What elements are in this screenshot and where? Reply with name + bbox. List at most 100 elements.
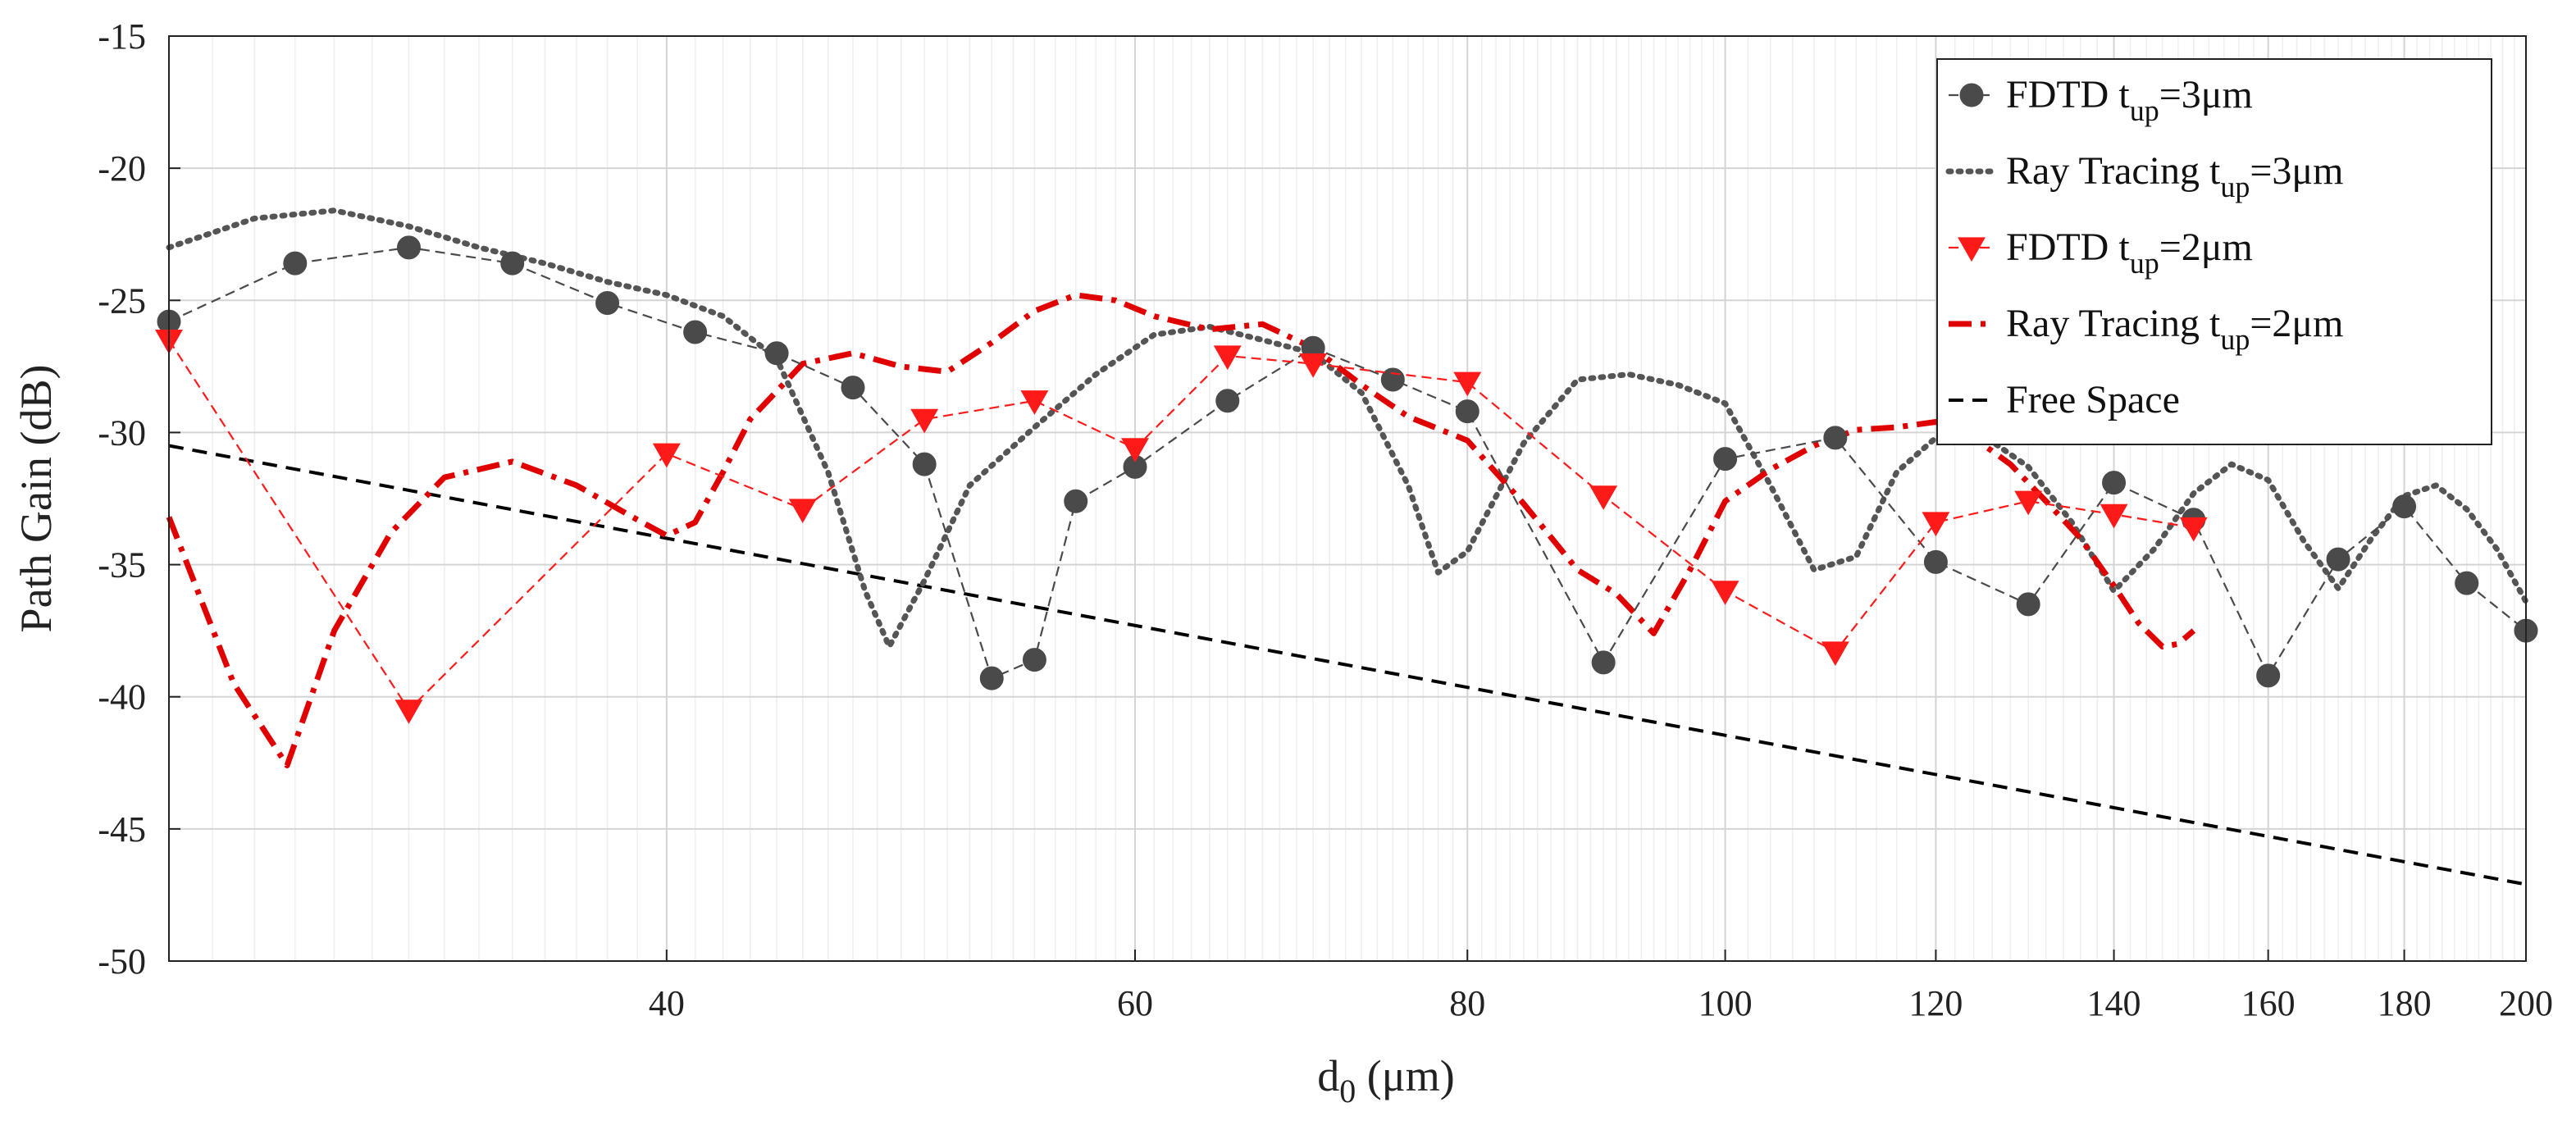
legend-entry-fdtd3: FDTD tup=3μm [1949, 73, 2253, 127]
series-line-free [168, 444, 2527, 886]
legend-label-sub: up [2130, 94, 2159, 127]
data-point-fdtd3 [2392, 494, 2417, 519]
legend-label-main: Ray Tracing t [2006, 149, 2221, 193]
y-tick-label: -45 [98, 809, 146, 850]
x-axis-label-sub: 0 [1339, 1073, 1356, 1109]
data-point-fdtd3 [283, 251, 308, 276]
y-tick-label: -25 [98, 280, 146, 321]
series-line-ray3 [166, 207, 2529, 649]
legend-swatch-marker [1958, 237, 1986, 262]
data-point-fdtd3 [2455, 571, 2479, 595]
series-fdtd2 [155, 330, 2208, 724]
data-point-fdtd3 [841, 376, 865, 400]
plot-frame [168, 35, 2527, 962]
legend-entry-ray3: Ray Tracing tup=3μm [1945, 149, 2344, 203]
legend-label-suffix: =3μm [2159, 73, 2253, 116]
x-tick-label: 200 [2499, 983, 2553, 1023]
x-tick-label: 140 [2087, 983, 2141, 1023]
legend-label: Free Space [2006, 378, 2180, 421]
data-point-fdtd2 [1121, 438, 1149, 462]
data-point-fdtd2 [394, 699, 423, 724]
data-point-fdtd2 [1922, 512, 1950, 537]
legend-label-sub: up [2220, 171, 2250, 203]
legend-swatch-marker [1959, 83, 1984, 107]
data-point-fdtd2 [652, 443, 681, 468]
data-point-fdtd2 [2014, 490, 2043, 516]
series-ray2 [166, 292, 2196, 768]
data-point-fdtd3 [1064, 489, 1088, 513]
data-point-fdtd3 [683, 320, 708, 344]
y-tick-label: -15 [98, 16, 146, 57]
data-point-fdtd3 [1591, 650, 1616, 675]
data-point-fdtd3 [500, 251, 525, 276]
legend-label-sub: up [2220, 323, 2250, 356]
y-tick-label: -35 [98, 545, 146, 585]
legend-label: FDTD tup=3μm [2006, 73, 2253, 127]
data-point-fdtd3 [1923, 549, 1948, 574]
series-line-ray2 [166, 292, 2196, 768]
y-tick-label: -20 [98, 148, 146, 189]
x-tick-label: 80 [1449, 983, 1485, 1023]
data-point-fdtd2 [910, 408, 939, 434]
data-point-fdtd2 [1821, 641, 1849, 667]
x-tick-label: 120 [1908, 983, 1963, 1023]
y-tick-label: -50 [98, 941, 146, 982]
data-point-fdtd2 [1589, 485, 1618, 510]
data-point-fdtd3 [1022, 648, 1046, 672]
x-tick-label: 100 [1698, 983, 1753, 1023]
data-point-fdtd3 [2326, 547, 2350, 572]
y-tick-label: -40 [98, 677, 146, 718]
data-point-fdtd3 [764, 341, 789, 366]
data-point-fdtd2 [1711, 581, 1739, 605]
legend-label-suffix: =2μm [2159, 226, 2253, 269]
legend-label-suffix: =2μm [2250, 302, 2343, 345]
legend-label-main: FDTD t [2006, 73, 2130, 116]
y-tick-label: -30 [98, 412, 146, 453]
x-axis-label: d0 (μm) [1317, 1051, 1454, 1109]
x-tick-label: 160 [2241, 983, 2296, 1023]
legend-label: Ray Tracing tup=2μm [2006, 302, 2344, 356]
data-point-fdtd2 [1299, 353, 1328, 378]
data-point-fdtd3 [1215, 389, 1240, 413]
data-point-fdtd3 [2016, 592, 2040, 617]
x-tick-label: 40 [649, 983, 685, 1023]
data-point-fdtd2 [2100, 503, 2128, 529]
x-tick-label: 60 [1117, 983, 1153, 1023]
series-free [168, 444, 2527, 886]
data-point-fdtd3 [979, 666, 1004, 690]
data-point-fdtd3 [1713, 447, 1738, 472]
data-point-fdtd2 [1453, 371, 1482, 397]
legend-entry-free: Free Space [1949, 378, 2180, 421]
data-point-fdtd2 [788, 499, 817, 523]
legend-box [1936, 58, 2492, 445]
legend-label-main: FDTD t [2006, 226, 2130, 269]
legend-label-suffix: =3μm [2250, 149, 2343, 193]
legend-label: FDTD tup=2μm [2006, 226, 2253, 280]
y-axis-label: Path Gain (dB) [11, 365, 61, 633]
data-point-fdtd2 [2179, 517, 2208, 542]
x-axis-label-main: d [1317, 1051, 1339, 1100]
data-point-fdtd3 [595, 291, 620, 316]
data-point-fdtd3 [1823, 426, 1848, 450]
x-axis-label-unit: (μm) [1356, 1051, 1454, 1100]
data-point-fdtd3 [396, 235, 421, 260]
series-ray3 [166, 207, 2529, 649]
data-point-fdtd2 [1020, 390, 1049, 415]
legend-label-main: Free Space [2006, 378, 2180, 421]
legend-entry-fdtd2: FDTD tup=2μm [1949, 226, 2253, 280]
data-point-fdtd3 [912, 452, 937, 476]
legend-label-sub: up [2130, 247, 2159, 280]
data-point-fdtd3 [2102, 471, 2127, 495]
data-point-fdtd3 [2256, 663, 2281, 688]
x-tick-label: 180 [2378, 983, 2432, 1023]
legend-label: Ray Tracing tup=3μm [2006, 149, 2344, 203]
data-point-fdtd2 [1213, 345, 1242, 371]
legend-entry-ray2: Ray Tracing tup=2μm [1949, 302, 2344, 356]
series-line-fdtd2 [168, 339, 2194, 711]
legend-label-main: Ray Tracing t [2006, 302, 2221, 345]
data-point-fdtd3 [1455, 399, 1479, 424]
axis-ticks: 40 60 80 100 120 140 160 180 200 -50 -45 -40 -35 -30 -… [98, 16, 2553, 1023]
